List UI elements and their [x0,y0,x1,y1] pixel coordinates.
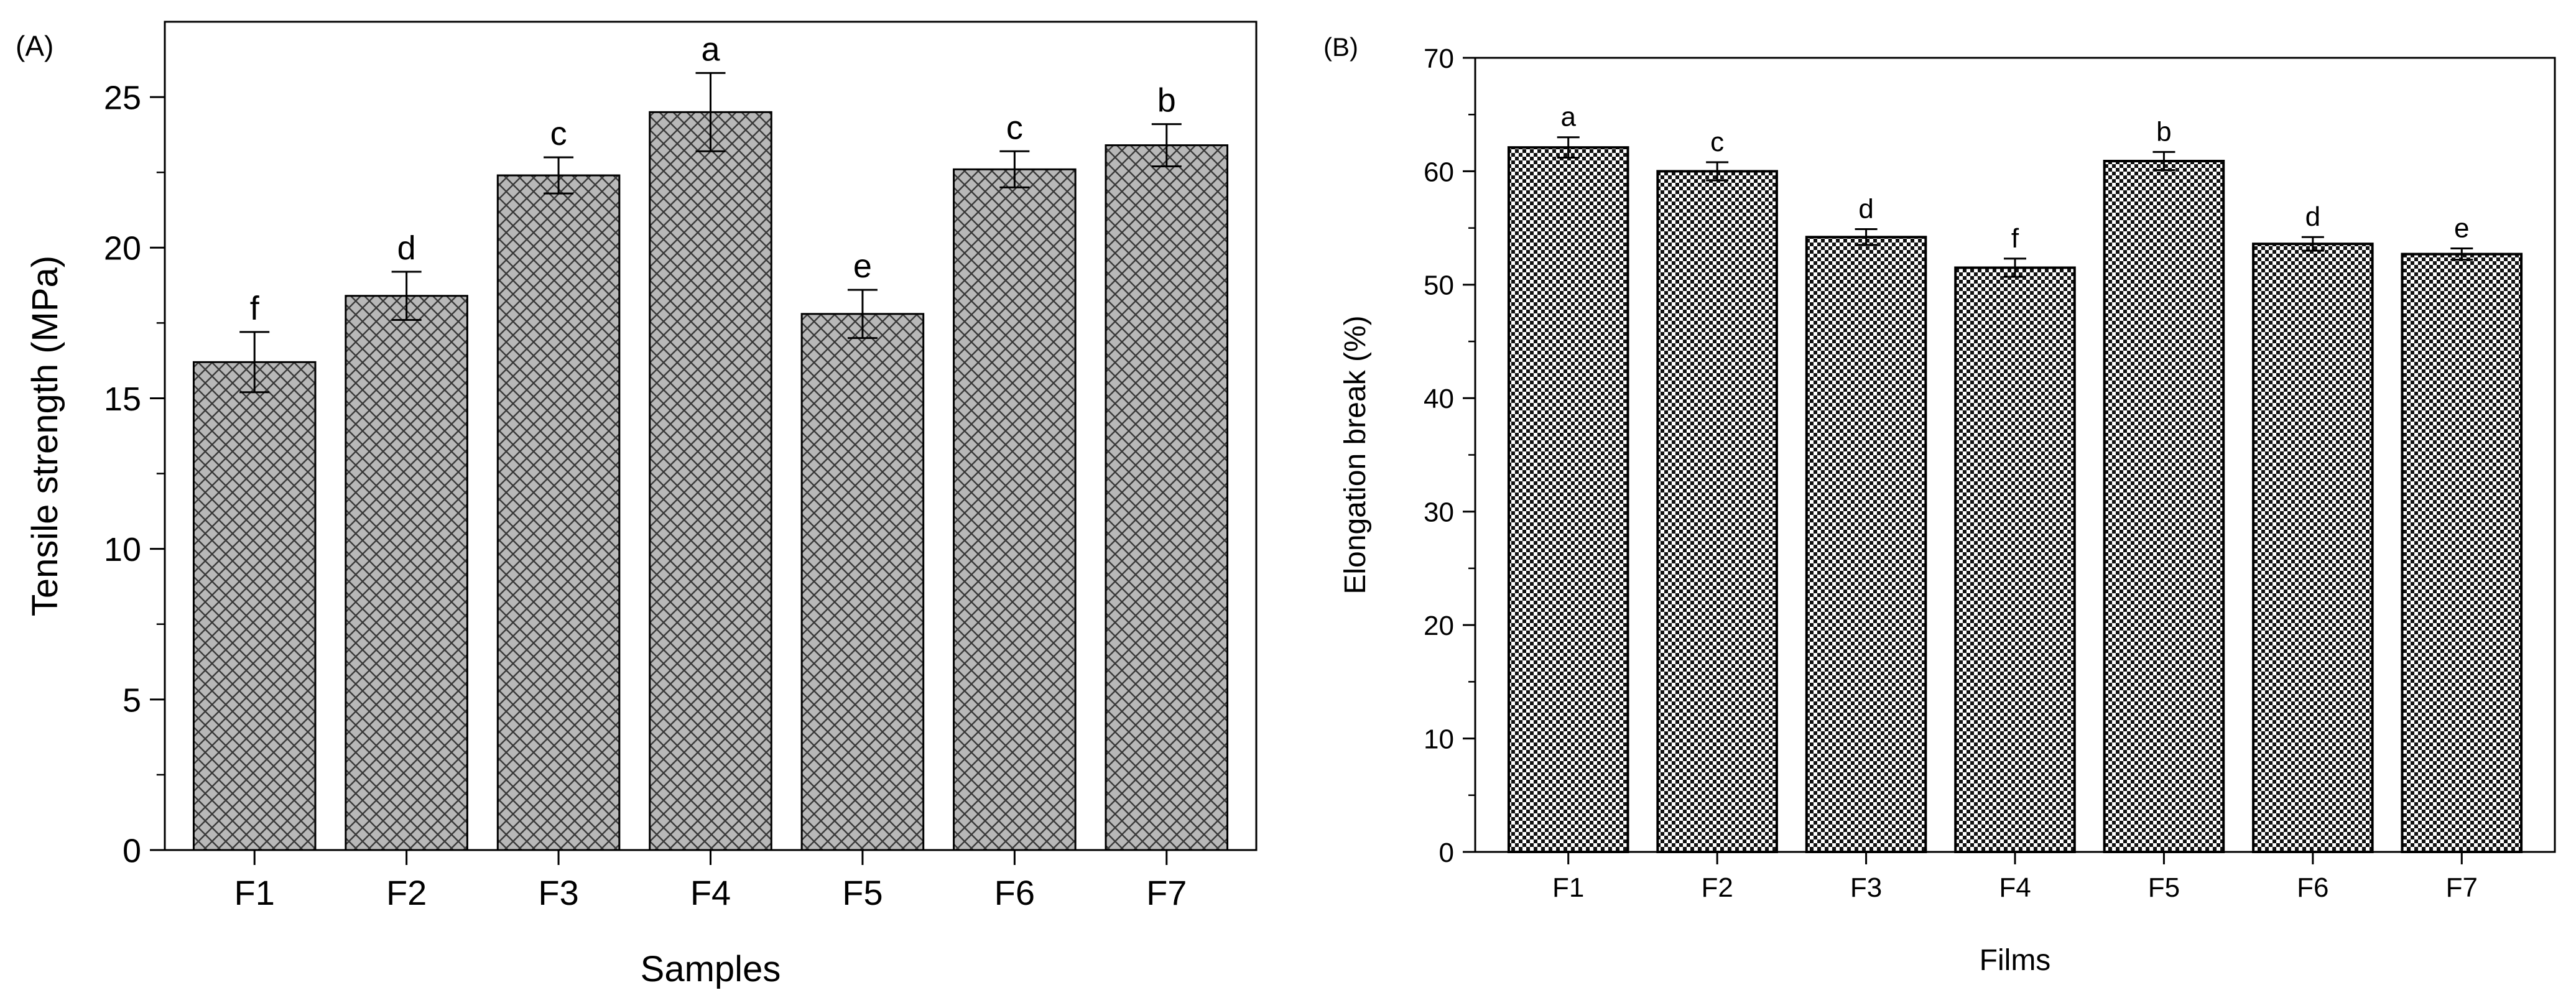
significance-letter: c [1006,109,1023,146]
significance-letter: b [1157,82,1176,119]
x-tick-label: F1 [234,873,275,912]
x-tick-label: F3 [538,873,578,912]
significance-letter: e [853,247,872,285]
y-tick-label: 10 [1424,724,1454,754]
significance-letter: e [2454,213,2469,243]
panel-label: (B) [1323,32,1358,62]
x-tick-label: F4 [690,873,731,912]
x-tick-label: F2 [386,873,427,912]
bar-f4 [649,111,772,851]
y-tick-label: 20 [1424,611,1454,641]
y-tick-label: 0 [123,832,141,869]
bar-f3 [496,174,621,851]
panel-label: (A) [16,30,53,62]
x-tick-label: F3 [1850,872,1882,903]
y-tick-label: 15 [104,381,141,418]
x-tick-label: F7 [2446,872,2478,903]
x-tick-label: F4 [1999,872,2031,903]
x-axis-label: Samples [641,949,781,989]
significance-letter: a [701,30,720,68]
x-tick-label: F2 [1701,872,1733,903]
bar-f7 [1105,144,1229,851]
y-tick-label: 0 [1439,838,1454,868]
x-tick-label: F5 [842,873,883,912]
x-tick-label: F6 [994,873,1035,912]
y-tick-label: 30 [1424,497,1454,528]
significance-letter: a [1560,102,1576,132]
bar-f4 [1954,266,2076,853]
y-tick-label: 60 [1424,157,1454,187]
significance-letter: f [2011,223,2019,254]
y-tick-label: 10 [104,531,141,568]
y-axis-label: Elongation break (%) [1339,315,1372,594]
y-tick-label: 5 [123,682,141,719]
bar-f1 [192,361,317,851]
bar-f7 [2401,252,2523,853]
bar-f2 [345,295,468,851]
bar-f5 [2103,160,2225,853]
x-tick-label: F6 [2297,872,2328,903]
significance-letter: d [2305,201,2320,232]
bar-f5 [800,313,925,851]
x-tick-label: F7 [1146,873,1187,912]
y-tick-label: 70 [1424,44,1454,74]
y-tick-label: 40 [1424,384,1454,414]
y-axis-label: Tensile strength (MPa) [25,256,65,616]
significance-letter: b [2156,116,2171,147]
bar-f6 [953,168,1077,851]
bar-f6 [2252,243,2374,853]
y-tick-label: 25 [104,80,141,117]
significance-letter: c [550,115,567,152]
y-tick-label: 50 [1424,270,1454,301]
y-tick-label: 20 [104,230,141,267]
significance-letter: d [1858,193,1873,224]
x-tick-label: F1 [1552,872,1584,903]
bar-f1 [1507,146,1629,854]
bar-f2 [1656,170,1778,853]
chart-panel-a: 0 5 10 15 20 25 f F1 d F2 c F3 a F4 e F5 c F6 b F7 Samples Te… [16,21,1258,989]
chart-panel-b: 0 10 20 30 40 50 60 70 a F1 c F2 d F3 f F4 b F5 d F6 e F7 Film… [1323,32,2556,977]
x-axis-label: Films [1980,944,2051,977]
significance-letter: d [397,229,416,267]
significance-letter: f [250,290,260,327]
significance-letter: c [1710,127,1724,157]
bar-f3 [1805,236,1927,854]
x-tick-label: F5 [2148,872,2180,903]
